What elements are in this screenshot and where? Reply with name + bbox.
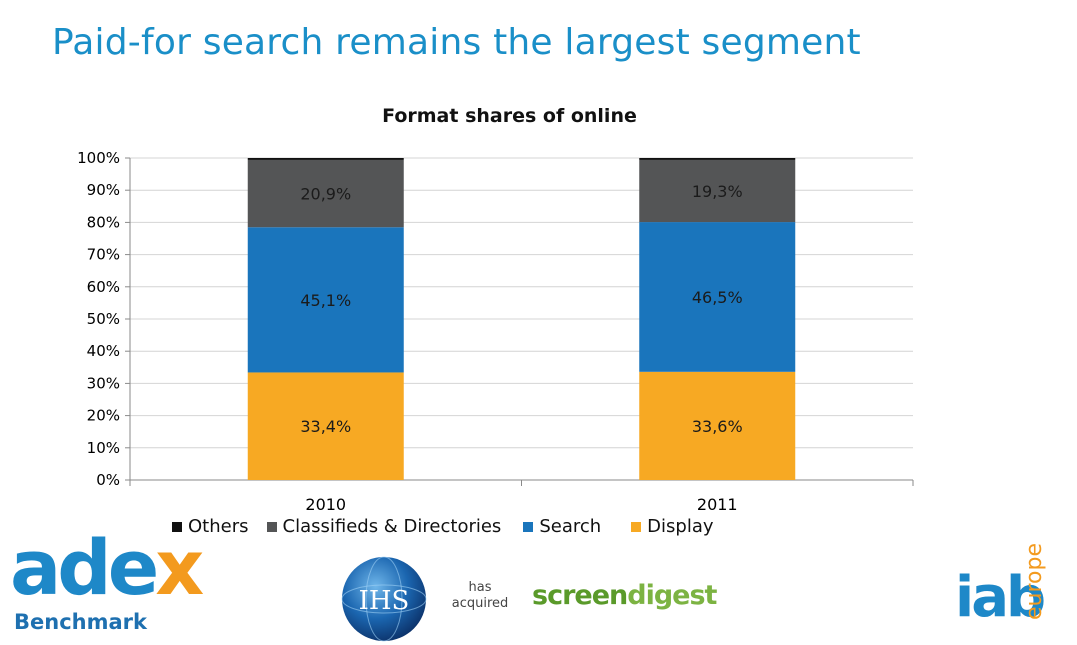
y-tick-label: 0% [96, 471, 120, 489]
legend-swatch [266, 521, 277, 532]
screendigest-logo-part-b: digest [627, 580, 717, 611]
legend-swatch [523, 521, 534, 532]
y-tick-label: 10% [87, 439, 120, 457]
bar-segment-others [639, 158, 796, 160]
bar-segment-classifieds-directories [639, 159, 796, 223]
data-label: 19,3% [692, 182, 743, 201]
legend-swatch [172, 521, 182, 532]
y-tick-label: 50% [87, 310, 120, 328]
y-tick-label: 90% [87, 181, 120, 199]
x-tick-label: 2010 [305, 495, 346, 514]
bar-segment-classifieds-directories [247, 159, 404, 228]
x-tick-label: 2011 [697, 495, 738, 514]
legend-item: Display [631, 516, 714, 537]
stacked-bar-chart: Format shares of online 0% 10% 20% 30% 40% 50%… [77, 105, 914, 514]
legend-label: Search [539, 516, 602, 537]
adex-logo-text: adex [10, 523, 204, 612]
screendigest-logo-part-a: screen [532, 580, 628, 611]
bar-segment-display [247, 372, 404, 480]
legend-swatch [631, 521, 642, 532]
y-tick-label: 30% [87, 374, 120, 392]
iab-logo-text: iab [955, 565, 1046, 630]
y-tick-label: 70% [87, 246, 120, 264]
adex-logo: adex [10, 530, 204, 606]
bar-segment-search [247, 227, 404, 373]
legend-label: Display [647, 516, 714, 537]
bar-segment-search [639, 222, 796, 372]
y-tick-label: 80% [87, 213, 120, 231]
y-tick-label: 100% [77, 149, 120, 167]
y-tick-label: 20% [87, 407, 120, 425]
has-acquired-text: has acquired [451, 580, 509, 611]
iab-logo: iab [955, 570, 1046, 626]
chart-legend: Others Classifieds & Directories Search Dis… [172, 516, 714, 537]
globe-shape [342, 557, 426, 641]
screendigest-logo: screendigest [532, 580, 717, 611]
data-label: 33,4% [300, 417, 351, 436]
data-label: 33,6% [692, 417, 743, 436]
iab-logo-subtitle: europe [1022, 543, 1047, 620]
legend-item: Classifieds & Directories [266, 516, 502, 537]
bar-segment-others [247, 158, 404, 160]
ihs-globe-logo: IHS [341, 556, 427, 642]
slide-title: Paid-for search remains the largest segm… [52, 22, 861, 63]
y-tick-label: 60% [87, 278, 120, 296]
adex-logo-subtitle: Benchmark [14, 610, 147, 634]
legend-label: Others [188, 516, 249, 537]
data-label: 46,5% [692, 288, 743, 307]
logo-strip: adex Benchmark IHS has acquired screendi… [0, 530, 1077, 645]
legend-item: Others [172, 516, 249, 537]
legend-item: Search [523, 516, 601, 537]
bar-segment-display [639, 371, 796, 480]
data-label: 20,9% [300, 185, 351, 204]
chart-title: Format shares of online [382, 105, 637, 127]
y-tick-label: 40% [87, 342, 120, 360]
data-label: 45,1% [300, 291, 351, 310]
ihs-logo-text: IHS [359, 586, 410, 616]
legend-label: Classifieds & Directories [282, 516, 502, 537]
